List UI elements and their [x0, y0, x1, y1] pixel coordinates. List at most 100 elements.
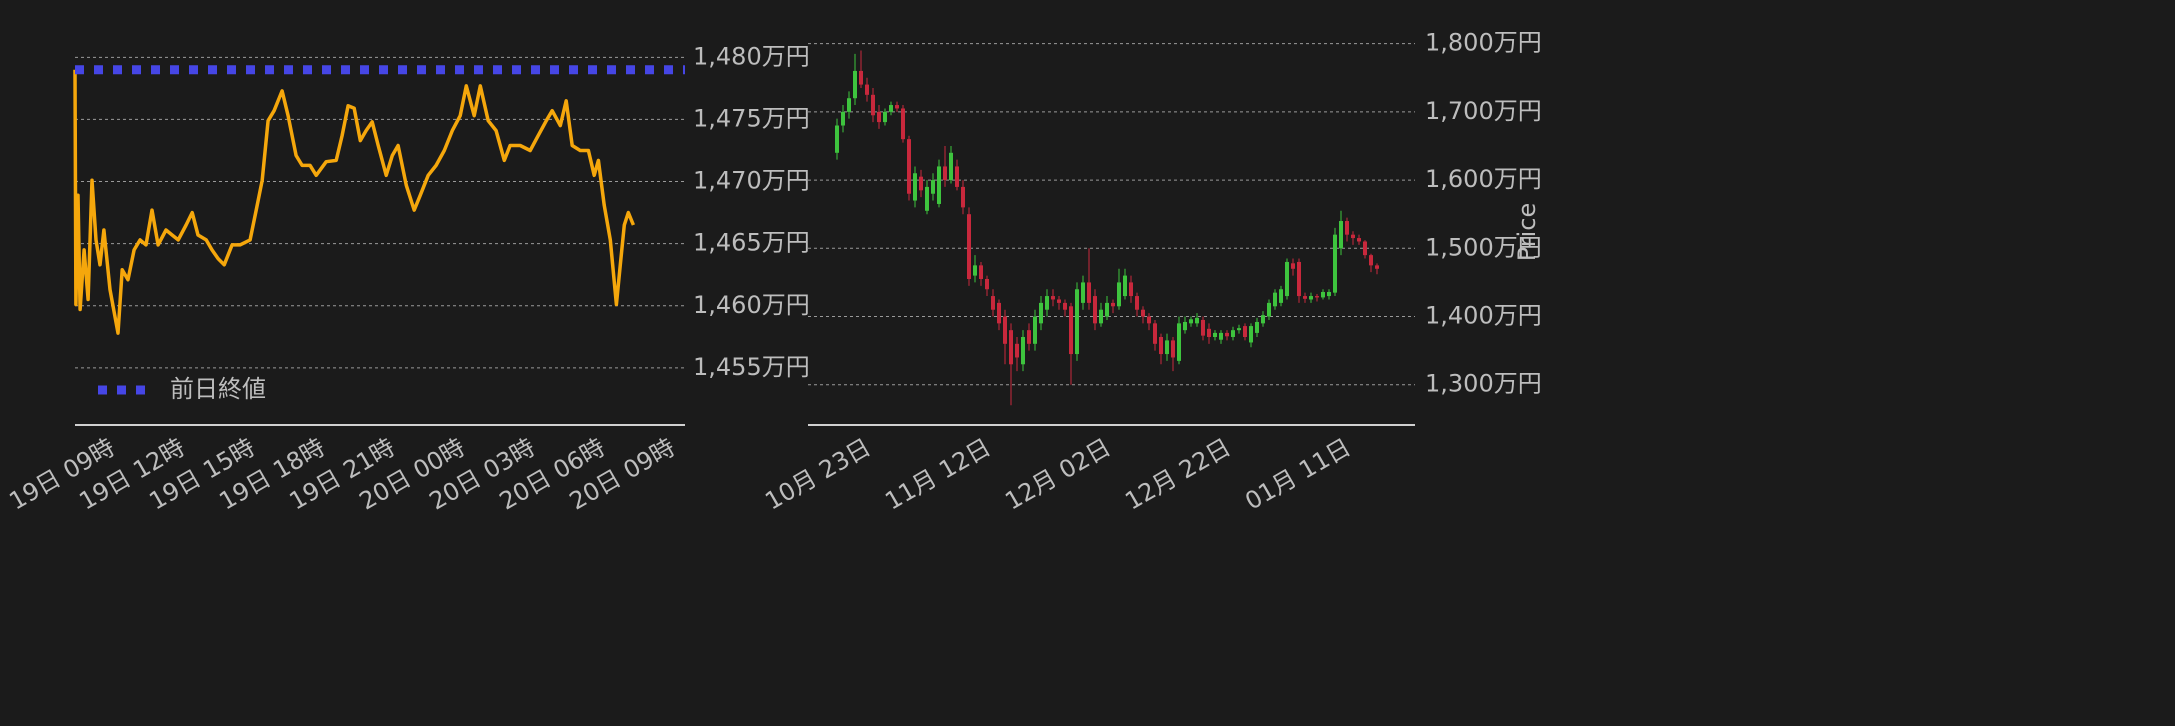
candle-body	[1339, 221, 1343, 249]
candle-body	[1087, 282, 1091, 303]
candle-body	[1285, 261, 1289, 297]
candle-body	[1363, 241, 1367, 256]
candle-body	[1201, 319, 1205, 336]
candle-body	[973, 265, 977, 276]
candle-body	[1045, 296, 1049, 310]
candle-body	[1207, 328, 1211, 337]
candle-body	[1129, 282, 1133, 297]
candle-body	[1369, 255, 1373, 266]
candle-body	[1357, 238, 1361, 242]
candle-body	[1297, 261, 1301, 297]
y-tick-label: 1,475万円	[693, 104, 810, 132]
candle-body	[1171, 340, 1175, 358]
candle-body	[1081, 282, 1085, 303]
candle-body	[889, 105, 893, 112]
candle-body	[1153, 323, 1157, 344]
candle-body	[1189, 319, 1193, 324]
candle-body	[1351, 234, 1355, 239]
candle-body	[901, 108, 905, 140]
candle-body	[1321, 291, 1325, 298]
candle-body	[1231, 330, 1235, 337]
candle-body	[847, 98, 851, 112]
candle-body	[853, 70, 857, 99]
candle-body	[883, 111, 887, 123]
candle-body	[1075, 289, 1079, 355]
candle-body	[1033, 316, 1037, 344]
candle-body	[1309, 296, 1313, 300]
candle-body	[931, 180, 935, 194]
y-tick-label: 1,480万円	[693, 42, 810, 70]
y-tick-label: 1,500万円	[1425, 233, 1542, 261]
candle-body	[1213, 332, 1217, 337]
candle-body	[1243, 326, 1247, 337]
candle-body	[1165, 340, 1169, 355]
candle-body	[967, 214, 971, 280]
y-tick-label: 1,600万円	[1425, 165, 1542, 193]
candle-body	[1279, 289, 1283, 303]
candle-body	[1267, 302, 1271, 317]
candle-body	[1027, 330, 1031, 344]
candle-body	[1105, 302, 1109, 317]
candle-body	[1225, 332, 1229, 337]
candle-body	[1261, 315, 1265, 324]
candle-body	[895, 105, 899, 109]
y-axis-label: Price	[1513, 203, 1541, 262]
candle-body	[937, 166, 941, 204]
candle-body	[1057, 299, 1061, 303]
candle-body	[865, 84, 869, 95]
candle-body	[1147, 316, 1151, 324]
candle-body	[1327, 291, 1331, 297]
candle-body	[955, 166, 959, 187]
candle-body	[1003, 316, 1007, 344]
candle-body	[1051, 296, 1055, 300]
candle-body	[1249, 326, 1253, 343]
candle-body	[997, 302, 1001, 324]
candle-body	[985, 279, 989, 290]
y-tick-label: 1,455万円	[693, 353, 810, 381]
candle-body	[943, 166, 947, 181]
y-tick-label: 1,470万円	[693, 167, 810, 195]
candle-body	[1345, 221, 1349, 235]
candle-body	[1135, 296, 1139, 310]
price-line	[73, 69, 636, 335]
candle-body	[1219, 332, 1223, 340]
candle-body	[871, 94, 875, 116]
candle-body	[1069, 306, 1073, 355]
legend-label: 前日終値	[170, 375, 266, 403]
candle-body	[1099, 309, 1103, 324]
y-tick-label: 1,700万円	[1425, 97, 1542, 125]
candle-body	[1159, 336, 1163, 355]
candle-body	[1255, 321, 1259, 333]
y-tick-label: 1,400万円	[1425, 302, 1542, 330]
candle-body	[859, 70, 863, 85]
y-tick-label: 1,465万円	[693, 229, 810, 257]
candle-body	[1123, 275, 1127, 297]
y-tick-label: 1,800万円	[1425, 29, 1542, 57]
candle-body	[913, 173, 917, 201]
candle-body	[1291, 263, 1295, 269]
y-tick-label: 1,300万円	[1425, 370, 1542, 398]
candle-body	[841, 111, 845, 126]
candle-body	[1009, 330, 1013, 365]
candle-body	[991, 296, 995, 310]
candle-body	[1093, 296, 1097, 324]
candle-body	[1315, 296, 1319, 298]
candle-body	[1183, 321, 1187, 331]
candle-body	[1177, 323, 1181, 361]
candle-body	[1117, 282, 1121, 307]
candle-body	[1039, 302, 1043, 324]
candle-body	[1237, 328, 1241, 331]
candle-body	[1063, 302, 1067, 310]
candle-body	[1111, 302, 1115, 307]
candle-body	[1303, 296, 1307, 299]
candle-body	[1141, 309, 1145, 317]
candle-body	[961, 186, 965, 208]
candle-body	[907, 139, 911, 194]
candle-body	[1015, 343, 1019, 358]
candle-body	[877, 111, 881, 123]
candle-body	[1375, 265, 1379, 269]
candle-body	[1021, 336, 1025, 365]
